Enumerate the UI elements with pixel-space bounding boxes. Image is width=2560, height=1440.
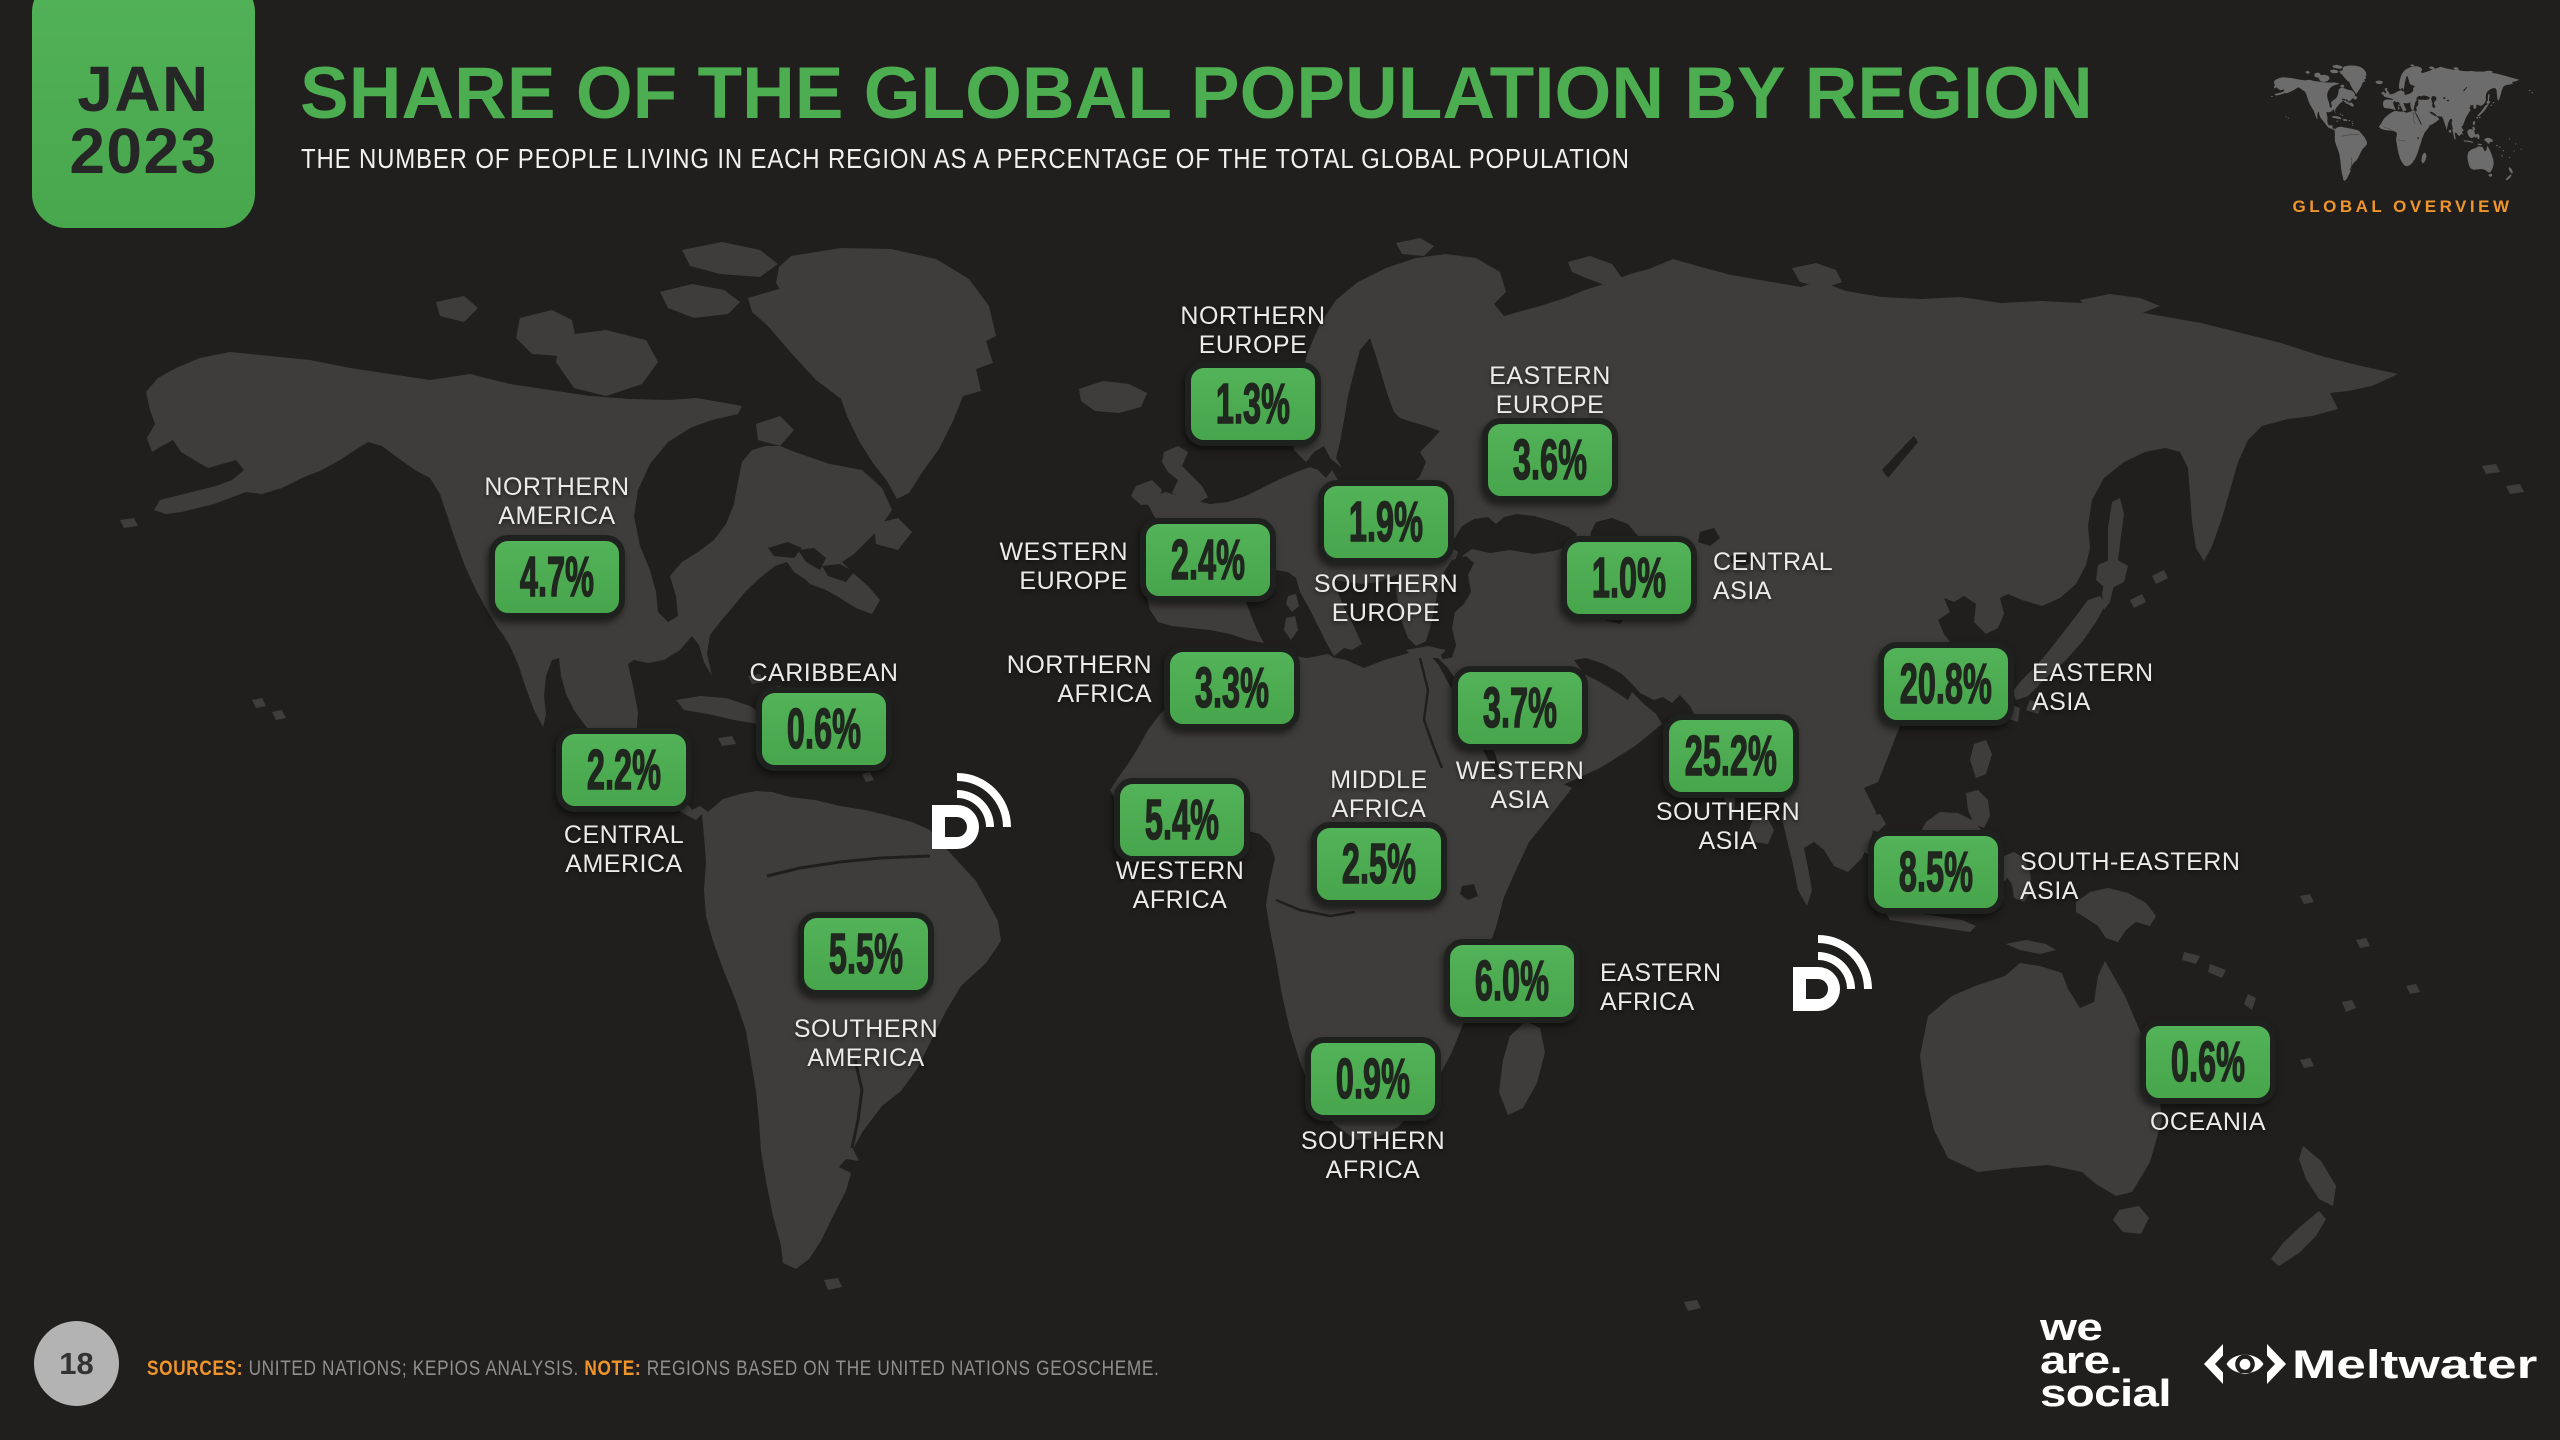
svg-text:Meltwater: Meltwater [2292, 1341, 2537, 1386]
